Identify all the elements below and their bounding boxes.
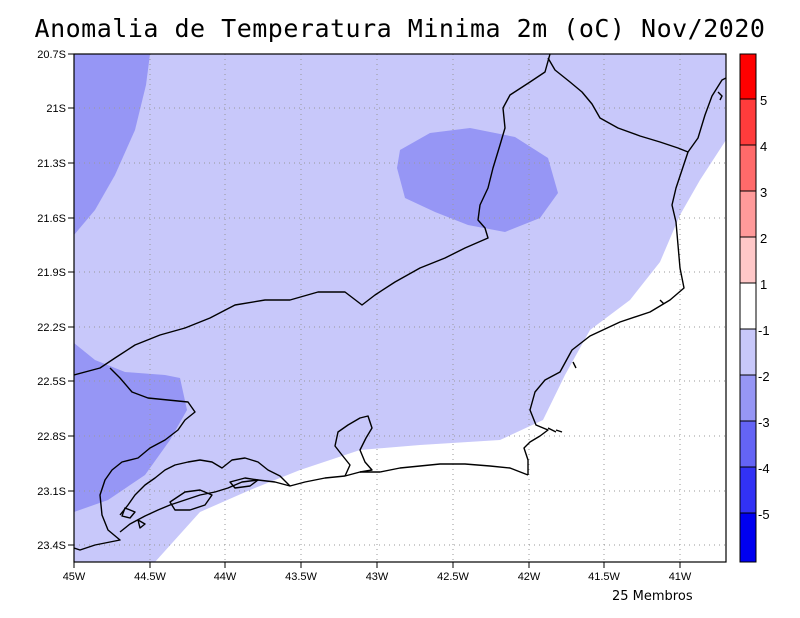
colorbar-segment bbox=[740, 329, 756, 375]
anomaly-field bbox=[74, 54, 726, 562]
y-tick-label: 21.3S bbox=[37, 158, 66, 170]
anomaly-fill-dark-northwest bbox=[74, 54, 150, 235]
colorbar-labels: 5 4 3 2 1 -1 -2 -3 -4 -5 bbox=[758, 93, 770, 522]
y-tick-label: 23.1S bbox=[37, 486, 66, 498]
anomaly-fill-dark-central bbox=[397, 128, 558, 232]
colorbar-label: 4 bbox=[760, 139, 767, 154]
x-tick-label: 43.5W bbox=[285, 571, 317, 583]
colorbar-label: -2 bbox=[758, 369, 770, 384]
colorbar-label: -4 bbox=[758, 461, 770, 476]
colorbar-segment bbox=[740, 467, 756, 513]
colorbar-segment bbox=[740, 513, 756, 562]
y-tick-label: 22.5S bbox=[37, 376, 66, 388]
x-tick-label: 45W bbox=[63, 571, 86, 583]
ensemble-members-note: 25 Membros bbox=[612, 589, 693, 604]
island-2 bbox=[229, 477, 259, 489]
y-tick-label: 23.4S bbox=[37, 540, 66, 552]
x-tick-label: 44.5W bbox=[134, 571, 166, 583]
x-tick-label: 42W bbox=[518, 571, 541, 583]
state-boundary-east bbox=[523, 151, 689, 475]
state-boundary-north bbox=[74, 54, 551, 376]
x-tick-label: 44W bbox=[214, 571, 237, 583]
map-title: Anomalia de Temperatura Minima 2m (oC) N… bbox=[34, 14, 766, 43]
map-boundaries bbox=[74, 54, 726, 551]
colorbar-label: 5 bbox=[760, 93, 767, 108]
y-tick-label: 21S bbox=[46, 103, 66, 115]
colorbar-segment bbox=[740, 283, 756, 329]
y-tick-label: 21.6S bbox=[37, 213, 66, 225]
x-tick-label: 41.5W bbox=[588, 571, 620, 583]
x-tick-label: 41W bbox=[669, 571, 692, 583]
islet-cluster bbox=[121, 299, 665, 529]
colorbar-segment bbox=[740, 375, 756, 421]
x-tick-label: 43W bbox=[366, 571, 389, 583]
map-gridlines bbox=[74, 54, 726, 562]
colorbar-segment bbox=[740, 54, 756, 99]
colorbar-label: -5 bbox=[758, 507, 770, 522]
coast-east-detail bbox=[717, 91, 723, 101]
anomaly-fill-neutral bbox=[155, 140, 726, 562]
anomaly-fill-dark-southwest bbox=[74, 343, 187, 512]
y-tick-label: 21.9S bbox=[37, 267, 66, 279]
colorbar: 5 4 3 2 1 -1 -2 -3 -4 -5 bbox=[739, 53, 770, 563]
colorbar-ticks bbox=[740, 98, 756, 514]
colorbar-segment bbox=[740, 237, 756, 283]
bay-coastline bbox=[334, 415, 373, 477]
colorbar-frame bbox=[739, 53, 757, 563]
state-boundary-northeast bbox=[547, 57, 726, 153]
y-tick-label: 22.2S bbox=[37, 322, 66, 334]
y-axis-labels: 20.7S 21S 21.3S 21.6S 21.9S 22.2S 22.5S … bbox=[37, 49, 66, 552]
colorbar-segment bbox=[740, 191, 756, 237]
state-boundary-west bbox=[74, 367, 196, 551]
colorbar-segment bbox=[740, 421, 756, 467]
colorbar-segment bbox=[740, 145, 756, 191]
x-tick-label: 42.5W bbox=[437, 571, 469, 583]
colorbar-label: 2 bbox=[760, 231, 767, 246]
x-axis-labels: 45W 44.5W 44W 43.5W 43W 42.5W 42W 41.5W … bbox=[63, 571, 692, 583]
inner-coast-west bbox=[119, 457, 291, 516]
y-tick-label: 20.7S bbox=[37, 49, 66, 61]
colorbar-label: -1 bbox=[758, 323, 770, 338]
y-tick-label: 22.8S bbox=[37, 431, 66, 443]
colorbar-segment bbox=[740, 99, 756, 145]
colorbar-label: -3 bbox=[758, 415, 770, 430]
axis-ticks bbox=[68, 53, 681, 568]
colorbar-label: 3 bbox=[760, 185, 767, 200]
colorbar-label: 1 bbox=[760, 277, 767, 292]
map-frame bbox=[73, 53, 727, 563]
island-1 bbox=[169, 489, 213, 511]
